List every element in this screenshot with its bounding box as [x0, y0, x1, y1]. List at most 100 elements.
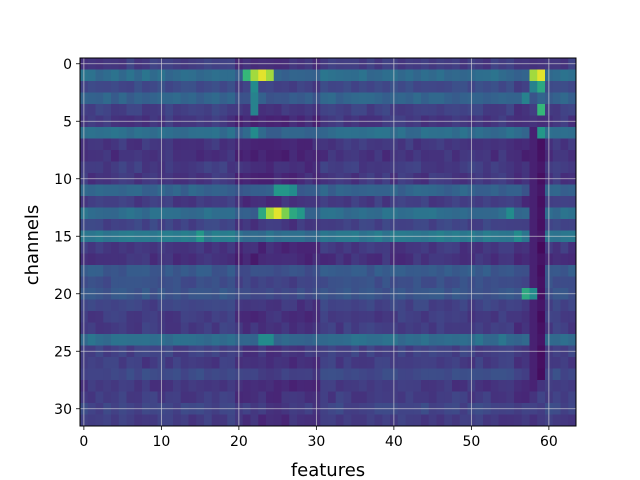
- heatmap-cell: [537, 368, 546, 381]
- heatmap-cell: [335, 414, 344, 427]
- heatmap-cell: [452, 253, 461, 266]
- heatmap-cell: [568, 81, 577, 93]
- heatmap-cell: [149, 104, 158, 116]
- heatmap-cell: [227, 127, 236, 139]
- heatmap-cell: [126, 414, 135, 427]
- heatmap-cell: [211, 299, 220, 312]
- heatmap-cell: [149, 322, 158, 335]
- heatmap-cell: [111, 276, 120, 289]
- heatmap-cell: [382, 104, 391, 116]
- heatmap-cell: [196, 380, 205, 392]
- heatmap-cell: [188, 127, 197, 139]
- heatmap-cell: [490, 184, 499, 197]
- heatmap-cell: [529, 414, 538, 427]
- heatmap-cell: [382, 276, 391, 289]
- heatmap-cell: [111, 357, 120, 369]
- heatmap-cell: [459, 104, 468, 116]
- heatmap-cell: [374, 253, 383, 266]
- heatmap-cell: [328, 138, 337, 151]
- heatmap-cell: [196, 357, 205, 369]
- heatmap-cell: [483, 380, 492, 392]
- heatmap-cell: [289, 414, 298, 427]
- heatmap-cell: [436, 299, 445, 312]
- heatmap-cell: [219, 207, 228, 220]
- heatmap-cell: [87, 196, 96, 208]
- heatmap-cell: [266, 138, 275, 151]
- heatmap-cell: [343, 368, 352, 381]
- heatmap-cell: [134, 299, 143, 312]
- heatmap-cell: [196, 196, 205, 208]
- heatmap-cell: [250, 414, 259, 427]
- heatmap-cell: [335, 391, 344, 404]
- heatmap-cell: [382, 368, 391, 381]
- heatmap-cell: [320, 380, 329, 392]
- heatmap-cell: [87, 161, 96, 174]
- heatmap-cell: [552, 161, 561, 174]
- heatmap-cell: [552, 253, 561, 266]
- heatmap-cell: [498, 104, 507, 116]
- heatmap-cell: [359, 104, 368, 116]
- heatmap-cell: [320, 138, 329, 151]
- heatmap-cell: [258, 253, 267, 266]
- heatmap-cell: [351, 196, 360, 208]
- heatmap-cell: [343, 127, 352, 139]
- heatmap-cell: [266, 311, 275, 323]
- heatmap-cell: [281, 196, 290, 208]
- heatmap-cell: [428, 207, 437, 220]
- heatmap-cell: [320, 253, 329, 266]
- heatmap-cell: [405, 253, 414, 266]
- heatmap-cell: [552, 334, 561, 346]
- heatmap-cell: [320, 414, 329, 427]
- heatmap-cell: [250, 368, 259, 381]
- heatmap-cell: [428, 127, 437, 139]
- heatmap-cell: [382, 334, 391, 346]
- heatmap-cell: [452, 368, 461, 381]
- heatmap-cell: [529, 104, 538, 116]
- heatmap-cell: [421, 299, 430, 312]
- heatmap-cell: [142, 322, 151, 335]
- heatmap-cell: [452, 207, 461, 220]
- heatmap-cell: [103, 69, 112, 82]
- heatmap-cell: [242, 219, 251, 231]
- heatmap-cell: [180, 207, 189, 220]
- heatmap-cell: [126, 104, 135, 116]
- heatmap-cell: [514, 127, 523, 139]
- heatmap-cell: [537, 219, 546, 231]
- heatmap-cell: [335, 150, 344, 162]
- heatmap-cell: [483, 219, 492, 231]
- heatmap-cell: [529, 380, 538, 392]
- heatmap-cell: [560, 311, 569, 323]
- heatmap-cell: [297, 299, 306, 312]
- heatmap-cell: [188, 368, 197, 381]
- heatmap-cell: [483, 357, 492, 369]
- heatmap-cell: [343, 92, 352, 105]
- heatmap-cell: [258, 276, 267, 289]
- heatmap-cell: [483, 207, 492, 220]
- heatmap-cell: [514, 414, 523, 427]
- heatmap-cell: [506, 311, 515, 323]
- heatmap-cell: [297, 150, 306, 162]
- heatmap-cell: [366, 334, 375, 346]
- heatmap-cell: [475, 161, 484, 174]
- heatmap-cell: [87, 391, 96, 404]
- heatmap-cell: [266, 196, 275, 208]
- heatmap-cell: [421, 69, 430, 82]
- heatmap-cell: [134, 253, 143, 266]
- heatmap-cell: [149, 196, 158, 208]
- heatmap-cell: [405, 368, 414, 381]
- heatmap-cell: [428, 299, 437, 312]
- heatmap-cell: [103, 138, 112, 151]
- heatmap-cell: [343, 357, 352, 369]
- heatmap-cell: [436, 184, 445, 197]
- heatmap-cell: [149, 161, 158, 174]
- heatmap-cell: [219, 196, 228, 208]
- heatmap-cell: [343, 299, 352, 312]
- heatmap-cell: [552, 322, 561, 335]
- heatmap-cell: [118, 380, 127, 392]
- heatmap-cell: [382, 380, 391, 392]
- heatmap-cell: [289, 138, 298, 151]
- heatmap-cell: [266, 253, 275, 266]
- heatmap-cell: [374, 391, 383, 404]
- heatmap-cell: [359, 334, 368, 346]
